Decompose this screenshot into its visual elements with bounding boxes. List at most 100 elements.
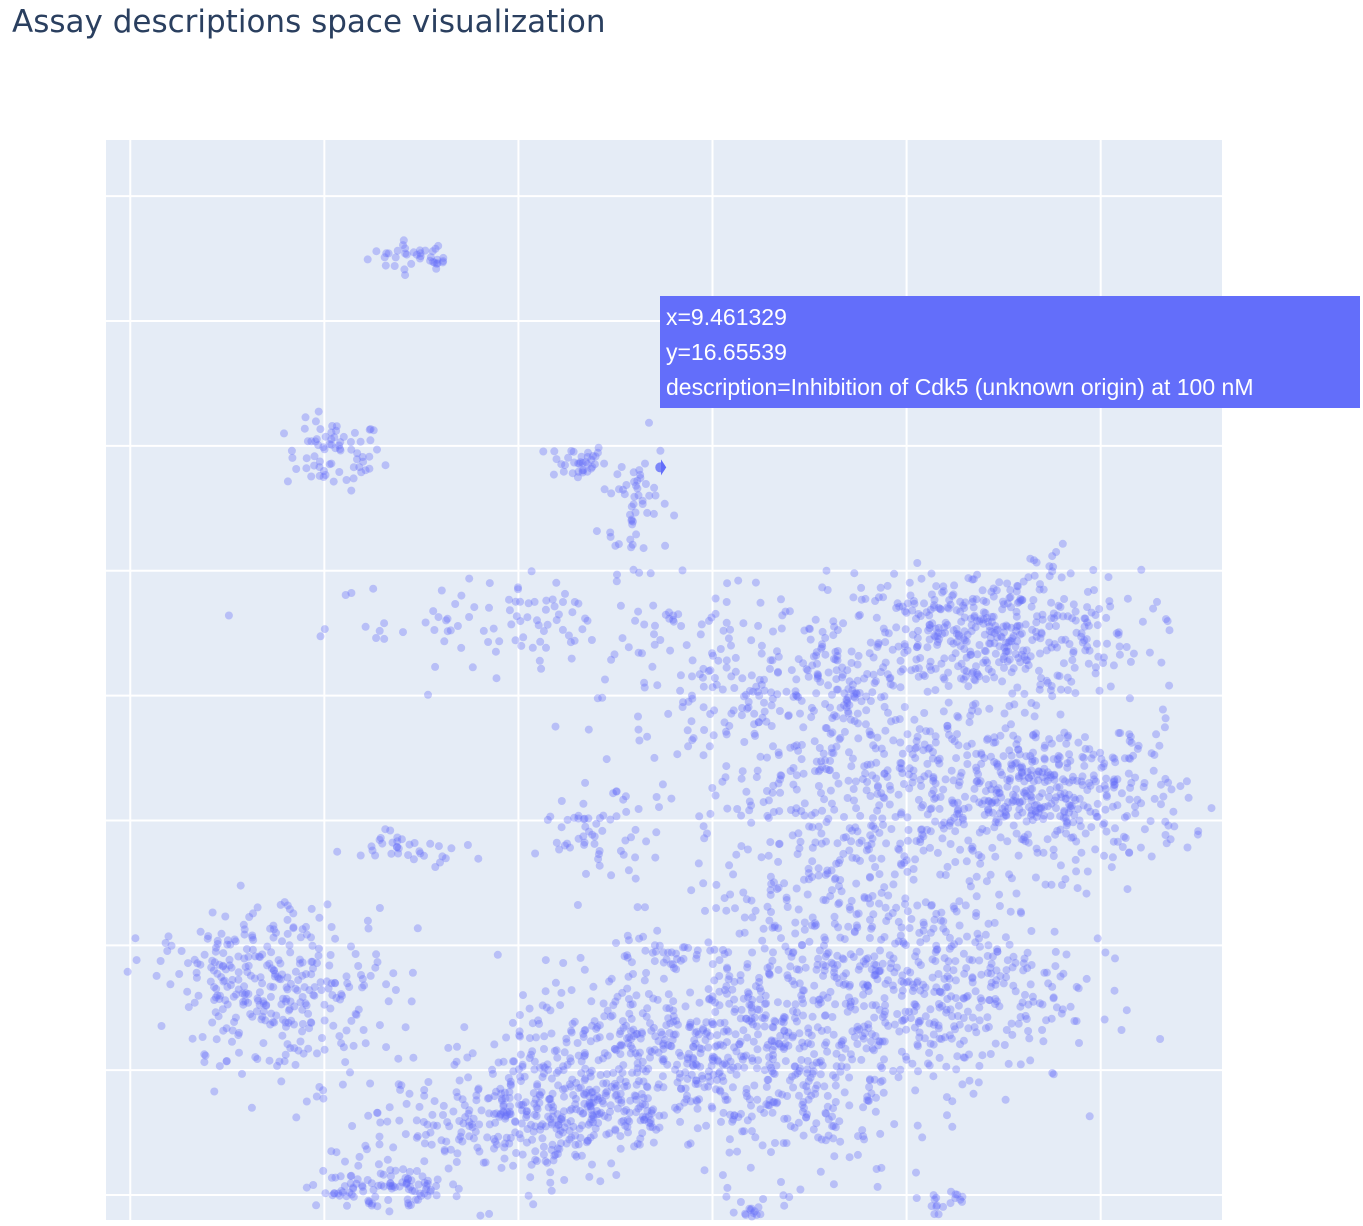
data-point[interactable] <box>511 1118 520 1126</box>
data-point[interactable] <box>1008 963 1017 972</box>
data-point[interactable] <box>989 779 998 788</box>
data-point[interactable] <box>950 799 959 808</box>
data-point[interactable] <box>653 995 662 1004</box>
data-point[interactable] <box>952 1065 961 1074</box>
data-point[interactable] <box>610 1045 619 1054</box>
data-point[interactable] <box>1157 800 1165 809</box>
data-point[interactable] <box>587 636 596 644</box>
data-point[interactable] <box>773 690 782 699</box>
data-point[interactable] <box>496 1084 505 1093</box>
data-point[interactable] <box>373 445 381 454</box>
data-point[interactable] <box>795 844 804 853</box>
data-point[interactable] <box>302 464 311 473</box>
data-point[interactable] <box>880 1055 888 1064</box>
data-point[interactable] <box>817 829 826 838</box>
data-point[interactable] <box>810 922 819 931</box>
data-point[interactable] <box>670 511 679 520</box>
data-point[interactable] <box>1137 799 1146 808</box>
data-point[interactable] <box>535 1019 544 1028</box>
data-point[interactable] <box>812 651 821 660</box>
data-point[interactable] <box>884 708 892 717</box>
data-point[interactable] <box>925 662 934 671</box>
data-point[interactable] <box>1136 843 1145 852</box>
data-point[interactable] <box>221 912 230 921</box>
data-point[interactable] <box>820 933 829 942</box>
data-point[interactable] <box>868 771 877 780</box>
data-point[interactable] <box>985 627 994 635</box>
data-point[interactable] <box>1126 732 1135 741</box>
data-point[interactable] <box>798 1107 807 1116</box>
data-point[interactable] <box>1038 1000 1047 1009</box>
data-point[interactable] <box>968 842 977 851</box>
data-point[interactable] <box>354 1161 363 1170</box>
data-point[interactable] <box>244 998 253 1007</box>
data-point[interactable] <box>706 946 715 955</box>
data-point[interactable] <box>248 933 257 942</box>
data-point[interactable] <box>977 853 986 862</box>
data-point[interactable] <box>709 651 717 660</box>
data-point[interactable] <box>914 672 923 681</box>
data-point[interactable] <box>1055 734 1064 743</box>
data-point[interactable] <box>807 713 816 722</box>
data-point[interactable] <box>730 1043 739 1052</box>
data-point[interactable] <box>760 1022 769 1031</box>
data-point[interactable] <box>336 446 345 455</box>
data-point[interactable] <box>866 730 874 739</box>
data-point[interactable] <box>943 721 952 730</box>
data-point[interactable] <box>730 1111 739 1120</box>
data-point[interactable] <box>586 1068 595 1077</box>
data-point[interactable] <box>735 1040 744 1049</box>
data-point[interactable] <box>893 1010 902 1018</box>
data-point[interactable] <box>1092 812 1101 821</box>
data-point[interactable] <box>1129 649 1138 658</box>
data-point[interactable] <box>696 1062 705 1071</box>
data-point[interactable] <box>821 1011 830 1020</box>
data-point[interactable] <box>671 1030 680 1039</box>
data-point[interactable] <box>925 621 934 630</box>
data-point[interactable] <box>715 1086 724 1095</box>
data-point[interactable] <box>913 901 922 910</box>
data-point[interactable] <box>945 730 953 739</box>
data-point[interactable] <box>1012 612 1021 621</box>
data-point[interactable] <box>401 1023 410 1032</box>
data-point[interactable] <box>1079 801 1088 810</box>
data-point[interactable] <box>1109 837 1118 846</box>
data-point[interactable] <box>1043 771 1052 780</box>
data-point[interactable] <box>693 1079 702 1088</box>
data-point[interactable] <box>966 711 975 720</box>
data-point[interactable] <box>835 882 843 891</box>
data-point[interactable] <box>1032 729 1040 738</box>
data-point[interactable] <box>834 859 843 867</box>
data-point[interactable] <box>1026 554 1035 563</box>
data-point[interactable] <box>892 903 901 912</box>
data-point[interactable] <box>583 1136 592 1145</box>
data-point[interactable] <box>634 725 643 734</box>
data-point[interactable] <box>753 1005 762 1014</box>
data-point[interactable] <box>1012 607 1021 616</box>
data-point[interactable] <box>832 974 841 983</box>
data-point[interactable] <box>912 737 921 746</box>
data-point[interactable] <box>861 983 869 992</box>
data-point[interactable] <box>1106 602 1115 611</box>
data-point[interactable] <box>1017 768 1026 777</box>
data-point[interactable] <box>896 859 905 868</box>
data-point[interactable] <box>1039 773 1048 782</box>
data-point[interactable] <box>847 647 856 656</box>
data-point[interactable] <box>699 879 708 888</box>
data-point[interactable] <box>659 1041 668 1050</box>
data-point[interactable] <box>983 658 992 667</box>
data-point[interactable] <box>829 617 838 626</box>
data-point[interactable] <box>492 674 501 683</box>
data-point[interactable] <box>402 250 411 259</box>
data-point[interactable] <box>393 833 402 842</box>
data-point[interactable] <box>1007 623 1016 632</box>
data-point[interactable] <box>736 1037 745 1046</box>
data-point[interactable] <box>864 1020 873 1029</box>
data-point[interactable] <box>846 715 855 724</box>
data-point[interactable] <box>667 794 676 803</box>
data-point[interactable] <box>1081 744 1090 753</box>
data-point[interactable] <box>495 637 504 646</box>
data-point[interactable] <box>919 980 928 989</box>
data-point[interactable] <box>955 1020 964 1029</box>
data-point[interactable] <box>929 748 937 756</box>
